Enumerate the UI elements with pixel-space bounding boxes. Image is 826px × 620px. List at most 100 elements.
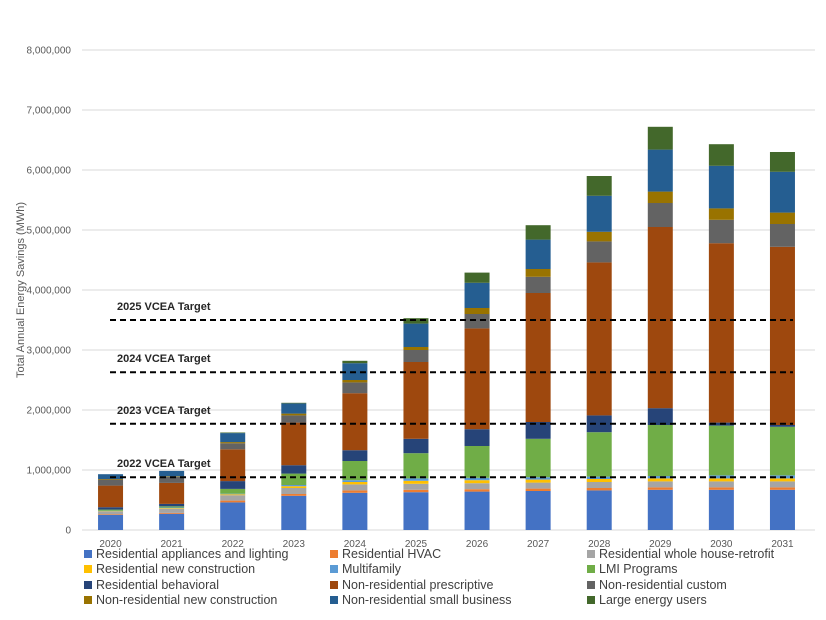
bar-segment: [342, 450, 368, 461]
target-label: 2025 VCEA Target: [117, 301, 211, 313]
bar-segment: [464, 328, 490, 430]
bar-segment: [769, 224, 795, 247]
bar-stack-2030: [708, 144, 734, 530]
bar-stack-2020: [98, 474, 124, 530]
legend-swatch-icon: [587, 580, 595, 589]
bar-segment: [403, 350, 429, 362]
bar-segment: [281, 465, 307, 474]
bar-segment: [464, 429, 490, 446]
bar-segment: [708, 487, 734, 490]
bar-segment: [525, 477, 551, 480]
bar-segment: [342, 380, 368, 383]
bar-segment: [98, 511, 124, 515]
bar-stack-2023: [281, 402, 307, 530]
bar-segment: [281, 488, 307, 494]
bar-segment: [769, 246, 795, 425]
bar-segment: [464, 477, 490, 481]
bar-segment: [159, 503, 185, 507]
bar-segment: [342, 360, 368, 364]
bar-segment: [159, 513, 185, 530]
bar-segment: [281, 422, 307, 466]
bar-segment: [525, 293, 551, 422]
bar-segment: [586, 262, 612, 416]
bar-segment: [98, 507, 124, 510]
legend-item: Residential appliances and lighting: [84, 546, 330, 562]
bar-segment: [708, 219, 734, 244]
bar-segment: [647, 126, 673, 150]
bar-segment: [586, 195, 612, 232]
x-axis-ticks: 2020 2021 2022 2023 2024 2025 2026 2027 2028 2029…: [99, 539, 794, 550]
bar-segment: [769, 212, 795, 224]
bar-segment: [220, 442, 246, 444]
bar-segment: [769, 478, 795, 482]
legend-item: Non-residential new construction: [84, 593, 330, 609]
legend-swatch-icon: [587, 565, 595, 574]
bar-segment: [708, 144, 734, 166]
target-lines: 2022 VCEA Target 2023 VCEA Target 2024 VCE…: [110, 301, 793, 479]
y-tick-label: 7,000,000: [27, 106, 72, 117]
bar-segment: [98, 479, 124, 480]
bar-segment: [98, 479, 124, 486]
x-tick-label: 2024: [344, 539, 367, 550]
bar-segment: [586, 490, 612, 530]
bar-segment: [281, 486, 307, 488]
bar-segment: [220, 449, 246, 482]
bar-segment: [281, 413, 307, 416]
legend-label: Residential appliances and lighting: [96, 546, 289, 561]
legend-item: Non-residential small business: [330, 593, 587, 609]
legend-label: Residential HVAC: [342, 546, 442, 561]
x-tick-label: 2030: [710, 539, 733, 550]
legend-item: Non-residential prescriptive: [330, 577, 587, 593]
bar-segment: [647, 425, 673, 476]
bar-segment: [464, 308, 490, 314]
y-tick-label: 6,000,000: [27, 166, 72, 177]
bar-segment: [98, 515, 124, 530]
bar-segment: [403, 480, 429, 484]
bar-segment: [98, 509, 124, 511]
bar-segment: [220, 493, 246, 495]
bar-segment: [769, 425, 795, 427]
y-axis-title: Total Annual Energy Savings (MWh): [15, 202, 27, 378]
legend-item: LMI Programs: [587, 562, 826, 578]
bar-segment: [525, 239, 551, 269]
y-tick-label: 5,000,000: [27, 226, 72, 237]
x-tick-label: 2025: [405, 539, 428, 550]
bar-segment: [708, 165, 734, 209]
bar-segment: [281, 403, 307, 414]
bar-segment: [281, 485, 307, 487]
x-tick-label: 2031: [771, 539, 794, 550]
x-tick-label: 2021: [161, 539, 184, 550]
bar-segment: [220, 433, 246, 443]
bar-segment: [769, 487, 795, 490]
bar-stack-2022: [220, 432, 246, 530]
legend-swatch-icon: [330, 549, 338, 558]
gridlines: [82, 49, 815, 531]
legend-swatch-icon: [84, 596, 92, 605]
bar-stack-2029: [647, 126, 673, 530]
bar-segment: [647, 149, 673, 192]
bar-segment: [769, 426, 795, 476]
bar-stack-2028: [586, 176, 612, 530]
bar-segment: [281, 402, 307, 404]
y-tick-label: 3,000,000: [27, 346, 72, 357]
bar-segment: [403, 492, 429, 530]
bar-segment: [525, 422, 551, 439]
bar-segment: [647, 191, 673, 203]
bar-segment: [342, 482, 368, 485]
bar-segment: [525, 438, 551, 478]
bar-segment: [586, 415, 612, 433]
legend-label: LMI Programs: [599, 562, 678, 577]
bar-segment: [159, 508, 185, 513]
bar-segment: [647, 481, 673, 488]
bar-segment: [708, 243, 734, 423]
legend-swatch-icon: [587, 549, 595, 558]
bar-segment: [159, 506, 185, 508]
bar-segment: [525, 225, 551, 240]
bar-segment: [403, 347, 429, 350]
bar-segment: [525, 482, 551, 489]
legend: Residential appliances and lighting Resid…: [84, 546, 824, 608]
bar-segment: [98, 514, 124, 515]
bar-segment: [464, 282, 490, 308]
bar-segment: [281, 473, 307, 485]
bar-segment: [342, 484, 368, 491]
